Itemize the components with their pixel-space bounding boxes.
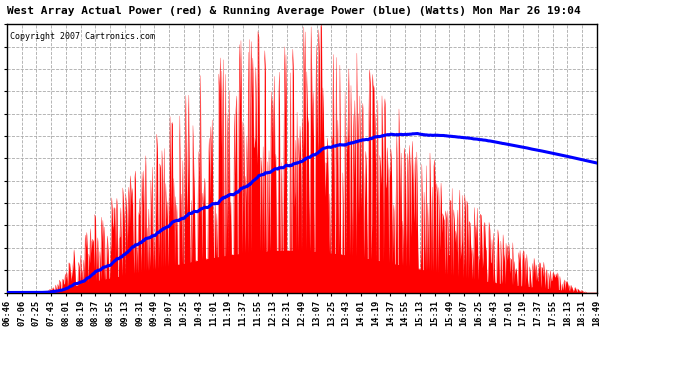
Text: West Array Actual Power (red) & Running Average Power (blue) (Watts) Mon Mar 26 : West Array Actual Power (red) & Running … [7, 6, 581, 16]
Text: Copyright 2007 Cartronics.com: Copyright 2007 Cartronics.com [10, 32, 155, 41]
